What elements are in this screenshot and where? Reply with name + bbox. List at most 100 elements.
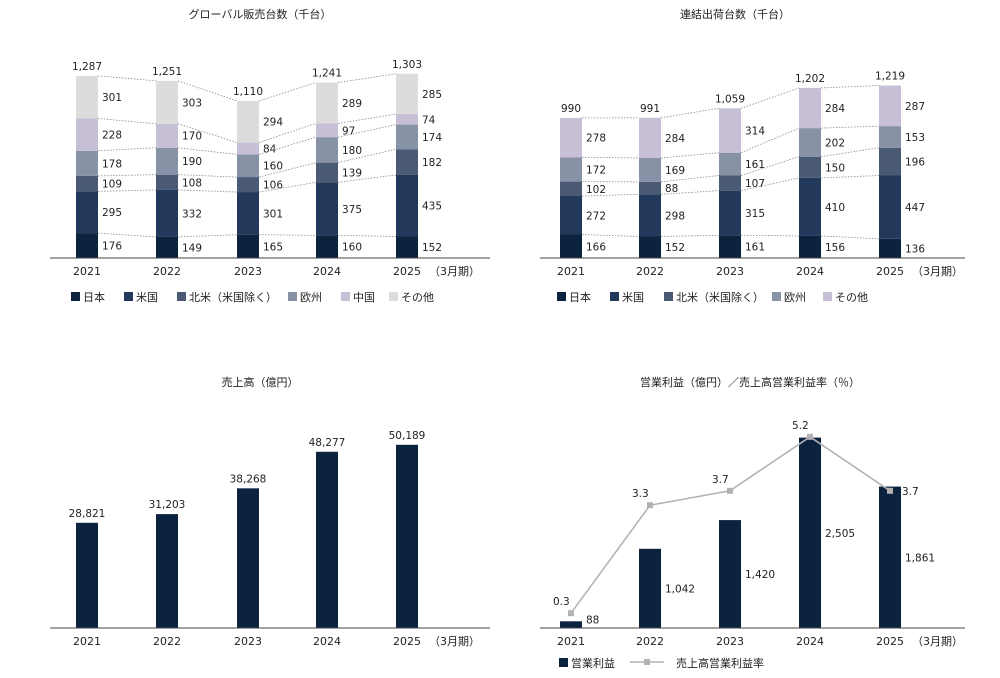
data-label: 152 [422, 242, 442, 254]
connector-line [97, 189, 157, 192]
data-label: 375 [342, 204, 362, 216]
legend-swatch-north-america [177, 292, 186, 301]
x-tick-label: 2023 [234, 265, 262, 278]
bar-segment [560, 196, 582, 235]
legend-label: 欧州 [784, 291, 806, 304]
bar [396, 444, 418, 628]
connector-line [258, 234, 317, 236]
data-label: 228 [102, 130, 122, 142]
bar-segment [560, 157, 582, 182]
bar-segment [719, 175, 741, 191]
bar-segment [719, 190, 741, 236]
margin-point [727, 487, 733, 494]
data-label: 298 [665, 210, 685, 222]
bar-segment [76, 233, 98, 258]
bar-segment [799, 235, 821, 258]
data-label: 107 [745, 178, 765, 190]
bar-segment [799, 87, 821, 129]
bar-segment [396, 174, 418, 237]
legend-label: 欧州 [300, 291, 322, 304]
bar-segment [76, 118, 98, 151]
x-tick-label: 2025 [393, 265, 421, 278]
margin-label: 3.7 [712, 474, 729, 486]
bar-segment [237, 142, 259, 155]
margin-point [807, 433, 813, 440]
data-label: 196 [905, 157, 925, 169]
x-axis-suffix: （3月期） [429, 265, 480, 278]
data-label: 447 [905, 202, 925, 214]
connector-line [258, 123, 317, 143]
data-label: 410 [825, 202, 845, 214]
data-label: 102 [586, 184, 606, 196]
total-label: 991 [640, 103, 660, 115]
x-axis-suffix: （3月期） [912, 635, 963, 648]
total-label: 1,219 [875, 71, 905, 83]
value-label: 2,505 [825, 528, 855, 540]
connector-line [820, 147, 880, 158]
total-label: 990 [561, 103, 581, 115]
legend-label: 北米（米国除く） [189, 290, 277, 304]
data-label: 284 [825, 103, 845, 115]
legend-global-sales: 日本 米国 北米（米国除く） 欧州 中国 その他 [71, 290, 434, 304]
data-label: 278 [586, 133, 606, 145]
data-label: 287 [905, 101, 925, 113]
legend-swatch-europe [288, 292, 297, 301]
connector-line [740, 87, 800, 109]
connector-line [97, 75, 157, 82]
connector-line [820, 235, 880, 240]
total-label: 1,110 [233, 86, 263, 98]
data-label: 182 [422, 157, 442, 169]
data-label: 272 [586, 210, 606, 222]
data-label: 166 [586, 241, 606, 253]
total-label: 1,251 [152, 66, 182, 78]
total-label: 1,202 [795, 73, 825, 85]
bar-segment [879, 85, 901, 127]
connector-line [97, 118, 157, 125]
x-tick-label: 2024 [313, 635, 341, 648]
data-label: 153 [905, 132, 925, 144]
legend-label: 売上高営業利益率 [676, 656, 764, 670]
connector-line [97, 147, 157, 152]
bar-segment [316, 235, 338, 258]
bar-segment [799, 156, 821, 178]
data-label: 136 [905, 243, 925, 255]
bar-segment [799, 128, 821, 157]
bar-segment [799, 177, 821, 236]
connector-line [660, 107, 720, 119]
connector-line [337, 73, 397, 83]
bar-segment [879, 147, 901, 176]
total-label: 1,303 [392, 59, 422, 71]
bar-segment [156, 147, 178, 175]
connector-line [337, 234, 397, 237]
connector-line [337, 148, 397, 164]
bar-segment [879, 238, 901, 258]
x-tick-label: 2025 [876, 265, 904, 278]
connector-line [660, 234, 720, 237]
legend-operating-income: 営業利益 売上高営業利益率 [559, 656, 764, 670]
data-label: 289 [342, 98, 362, 110]
legend-swatch-operating-income [559, 658, 568, 667]
data-label: 109 [102, 179, 122, 191]
data-label: 435 [422, 201, 442, 213]
chart-title: 連結出荷台数（千台） [680, 7, 790, 21]
value-label: 31,203 [149, 499, 186, 511]
x-tick-label: 2021 [73, 265, 101, 278]
connector-line [177, 189, 238, 193]
data-label: 170 [182, 131, 202, 143]
legend-label: 日本 [569, 290, 591, 304]
value-label: 38,268 [230, 473, 267, 485]
legend-swatch-north-america [664, 292, 673, 301]
data-label: 294 [263, 117, 283, 129]
connector-line [581, 156, 640, 159]
connector-line [337, 124, 397, 138]
bar-segment [560, 234, 582, 258]
x-tick-label: 2022 [636, 635, 664, 648]
total-label: 1,241 [312, 68, 342, 80]
data-label: 301 [263, 208, 283, 220]
chart-title: 売上高（億円） [222, 375, 299, 389]
x-tick-label: 2021 [557, 635, 585, 648]
margin-point [647, 502, 653, 509]
bar-segment [237, 192, 259, 235]
x-tick-label: 2022 [153, 635, 181, 648]
